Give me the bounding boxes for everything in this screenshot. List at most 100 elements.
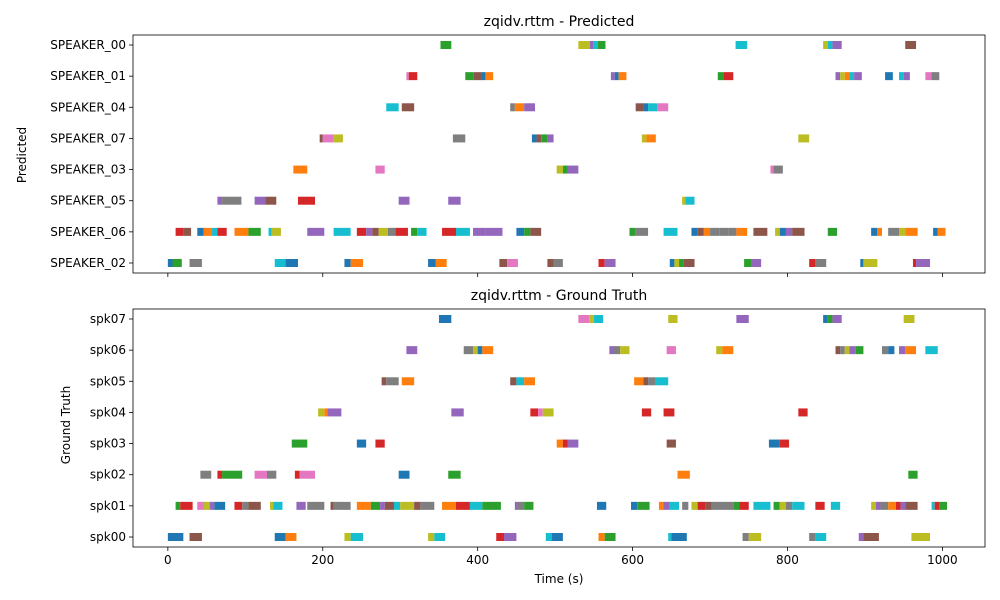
segment-speaker-05-8	[685, 196, 695, 205]
segment-spk05-5	[524, 377, 535, 386]
segment-spk01-13	[330, 501, 334, 510]
segment-speaker-02-12	[553, 259, 563, 267]
segment-speaker-07-7	[547, 134, 554, 143]
segment-spk04-5	[538, 408, 543, 417]
segment-speaker-00-2	[589, 41, 594, 49]
segment-speaker-04-7	[648, 103, 658, 112]
y-tick-label: SPEAKER_02	[50, 256, 126, 270]
segment-speaker-00-1	[578, 41, 590, 49]
segment-spk01-54	[895, 501, 901, 510]
segment-spk04-3	[451, 408, 464, 417]
segment-spk07-8	[832, 315, 842, 323]
segment-spk06-20	[925, 346, 938, 355]
segment-speaker-06-49	[937, 227, 946, 236]
segment-speaker-06-43	[871, 227, 878, 236]
segment-speaker-06-0	[175, 227, 184, 236]
segment-spk06-12	[840, 346, 845, 355]
segment-speaker-01-15	[854, 72, 862, 81]
segment-spk02-6	[299, 470, 316, 479]
segment-spk01-29	[524, 501, 534, 510]
segment-spk02-2	[222, 470, 243, 479]
ground-truth-y-ticks: spk07 spk06 spk05 spk04 spk03 spk02 spk01 spk00	[90, 312, 133, 544]
segment-spk03-6	[666, 439, 676, 448]
segment-spk01-21	[414, 501, 421, 510]
segment-speaker-06-14	[372, 227, 379, 236]
segment-spk01-5	[214, 501, 226, 510]
segment-speaker-02-25	[912, 259, 917, 267]
ground-truth-segments	[167, 315, 948, 541]
segment-spk01-10	[273, 501, 283, 510]
segment-spk00-10	[545, 533, 553, 541]
x-tick-label: 400	[466, 553, 489, 567]
segment-spk01-32	[637, 501, 650, 510]
predicted-panel-ylabel: Predicted	[15, 127, 29, 183]
segment-spk06-15	[855, 346, 864, 355]
segment-speaker-01-11	[835, 72, 841, 81]
segment-speaker-06-29	[663, 227, 678, 236]
segment-speaker-02-24	[863, 259, 878, 267]
segment-speaker-02-23	[860, 259, 864, 267]
segment-speaker-06-34	[719, 227, 729, 236]
segment-speaker-06-48	[933, 227, 938, 236]
segment-spk06-4	[482, 346, 494, 355]
segment-speaker-02-11	[547, 259, 554, 267]
segment-speaker-06-9	[271, 227, 281, 236]
segment-speaker-02-4	[285, 259, 298, 267]
segment-spk01-44	[773, 501, 780, 510]
segment-spk00-1	[189, 533, 202, 541]
segment-spk06-6	[613, 346, 621, 355]
segment-spk01-14	[333, 501, 351, 510]
segment-speaker-01-14	[849, 72, 855, 81]
segment-spk00-12	[598, 533, 605, 541]
y-tick-label: SPEAKER_05	[50, 194, 126, 208]
segment-spk06-17	[888, 346, 895, 355]
segment-spk01-42	[739, 501, 749, 510]
segment-spk01-53	[888, 501, 896, 510]
segment-spk01-20	[400, 501, 415, 510]
segment-spk04-6	[542, 408, 554, 417]
segment-speaker-06-32	[703, 227, 711, 236]
segment-spk01-11	[296, 501, 306, 510]
segment-spk00-19	[815, 533, 827, 541]
predicted-plot-frame	[132, 34, 986, 274]
segment-spk05-0	[381, 377, 387, 386]
segment-spk00-17	[748, 533, 762, 541]
segment-spk01-31	[631, 501, 638, 510]
segment-speaker-06-38	[775, 227, 780, 236]
segment-spk07-0	[438, 315, 452, 323]
segment-spk03-8	[779, 439, 790, 448]
segment-speaker-06-42	[827, 227, 838, 236]
segment-spk00-22	[911, 533, 915, 541]
segment-speaker-01-8	[618, 72, 627, 81]
segment-speaker-00-7	[827, 41, 833, 49]
segment-speaker-06-25	[524, 227, 531, 236]
segment-speaker-06-1	[183, 227, 192, 236]
segment-speaker-02-9	[499, 259, 508, 267]
segment-speaker-07-9	[646, 134, 656, 143]
segment-speaker-07-6	[541, 134, 548, 143]
segment-spk06-5	[609, 346, 614, 355]
segment-spk01-12	[307, 501, 325, 510]
segment-spk05-2	[401, 377, 415, 386]
segment-spk00-15	[671, 533, 687, 541]
segment-speaker-07-4	[531, 134, 537, 143]
segment-speaker-02-26	[916, 259, 931, 267]
segment-spk01-17	[380, 501, 385, 510]
segment-speaker-07-2	[333, 134, 343, 143]
segment-speaker-03-5	[770, 165, 774, 174]
x-tick-label: 1000	[927, 553, 958, 567]
segment-speaker-03-0	[293, 165, 308, 174]
segment-speaker-07-3	[452, 134, 466, 143]
predicted-segments	[167, 41, 946, 267]
segment-speaker-06-31	[697, 227, 704, 236]
y-tick-label: spk01	[90, 499, 126, 513]
segment-spk01-4	[209, 501, 215, 510]
segment-spk00-13	[604, 533, 616, 541]
segment-spk03-7	[768, 439, 780, 448]
segment-spk01-18	[384, 501, 395, 510]
segment-speaker-03-1	[375, 165, 385, 174]
segment-speaker-03-2	[556, 165, 563, 174]
segment-speaker-05-5	[398, 196, 410, 205]
x-tick-label: 600	[621, 553, 644, 567]
segment-spk02-7	[398, 470, 410, 479]
